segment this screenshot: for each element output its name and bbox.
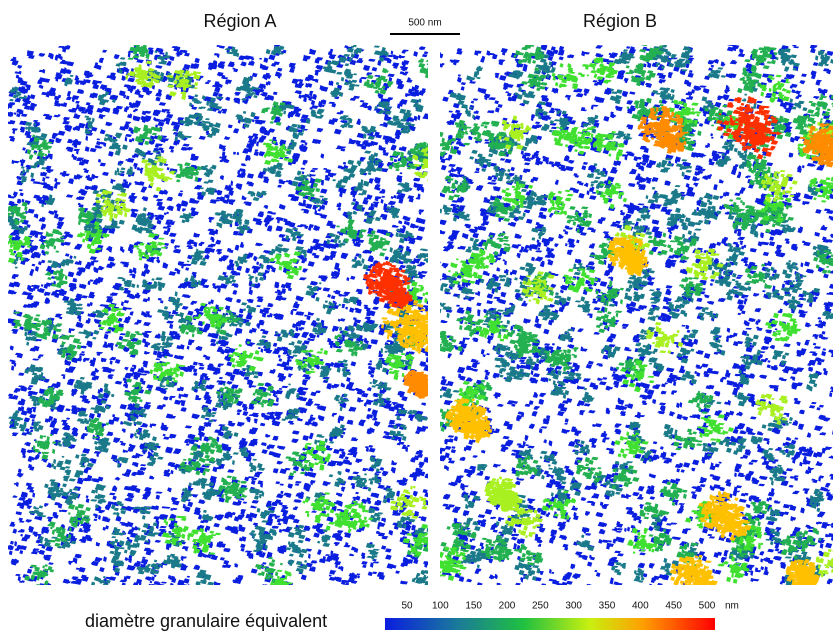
colorbar-tick-label: 200 [499,601,516,612]
colorbar-tick-label: 300 [565,601,582,612]
colorbar-tick-label: 50 [401,601,413,612]
colorbar-tick-label: 100 [432,601,449,612]
panel-title: Région A [203,11,276,31]
colorbar-tick-label: 250 [532,601,549,612]
colorbar-tick-label: 450 [665,601,682,612]
panel-title: Région B [583,11,657,31]
colorbar-tick-label: 500 [699,601,716,612]
colorbar-tick-label: 150 [465,601,482,612]
colorbar-label: diamètre granulaire équivalent [85,611,327,631]
grain-map-b [430,39,833,596]
colorbar-tick-label: 400 [632,601,649,612]
scale-bar-label: 500 nm [408,18,441,29]
grains [403,370,432,399]
colorbar-tick-label: 350 [599,601,616,612]
colorbar [385,618,715,630]
grain-map-a [0,37,448,598]
colorbar-unit: nm [725,601,739,612]
